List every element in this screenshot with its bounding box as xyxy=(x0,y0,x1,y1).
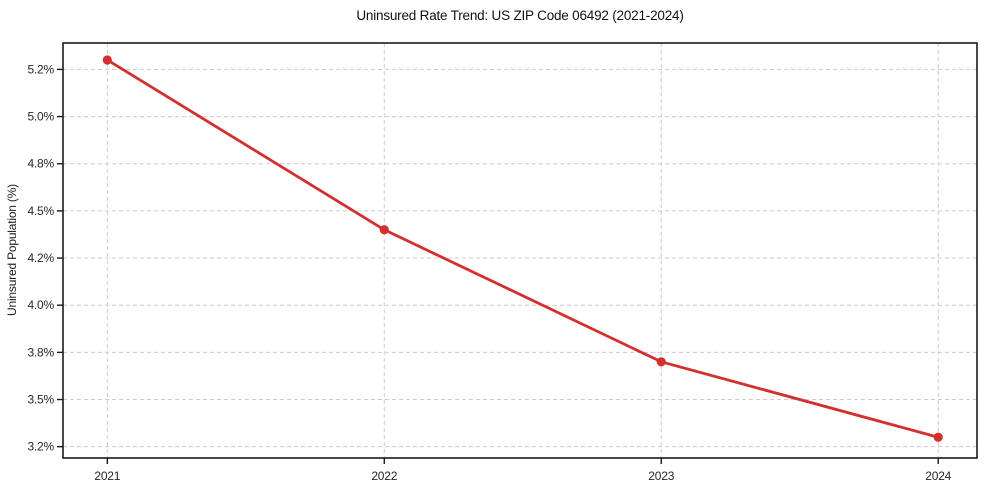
data-point-marker xyxy=(656,357,666,367)
y-axis-label: Uninsured Population (%) xyxy=(5,184,19,316)
x-tick-label: 2023 xyxy=(648,469,674,483)
y-tick-label: 4.2% xyxy=(27,251,54,265)
y-tick-label: 4.0% xyxy=(27,298,54,312)
x-tick-label: 2022 xyxy=(371,469,397,483)
plot-border xyxy=(62,42,978,459)
data-point-marker xyxy=(379,225,389,235)
y-tick-label: 3.5% xyxy=(27,393,54,407)
gridlines xyxy=(63,43,977,458)
y-tick-label: 3.2% xyxy=(27,440,54,454)
trend-line xyxy=(105,58,940,439)
data-point-marker xyxy=(102,55,112,65)
data-series xyxy=(102,55,943,442)
y-tick-label: 3.8% xyxy=(27,345,54,359)
x-tick-label: 2021 xyxy=(94,469,120,483)
data-point-marker xyxy=(933,432,943,442)
y-tick-label: 5.2% xyxy=(27,62,54,76)
chart-title: Uninsured Rate Trend: US ZIP Code 06492 … xyxy=(356,8,683,23)
y-tick-label: 5.0% xyxy=(27,110,54,124)
x-tick-label: 2024 xyxy=(925,469,951,483)
y-tick-label: 4.8% xyxy=(27,157,54,171)
y-tick-label: 4.5% xyxy=(27,204,54,218)
axis-ticks: 3.2% 3.5% 3.8% 4.0% 4.2% 4.5% 4.8% 5.0% 5.2% 2021… xyxy=(27,62,951,483)
